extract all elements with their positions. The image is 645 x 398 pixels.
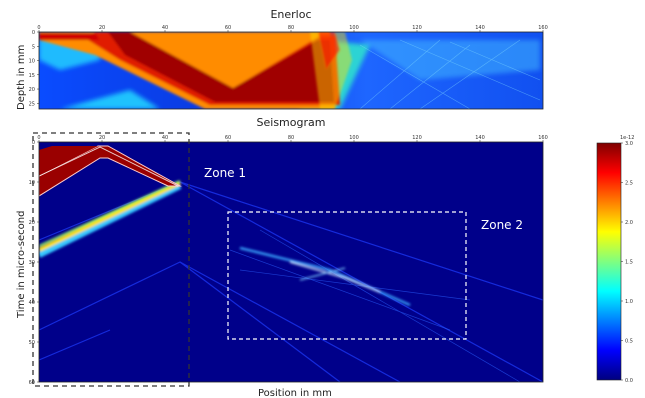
y-tick-label: 0 — [32, 140, 35, 146]
enerloc-x-ticks: 0 20 40 60 80 100 120 140 160 — [37, 25, 548, 32]
colorbar-tick-label: 0.5 — [625, 339, 633, 345]
y-tick-label: 5 — [32, 44, 35, 50]
x-tick-label: 0 — [37, 25, 40, 31]
x-tick-label: 140 — [475, 135, 485, 141]
colorbar — [596, 142, 622, 381]
colorbar-tick-label: 1.5 — [625, 260, 633, 266]
zone-1-box — [32, 132, 190, 387]
x-tick-label: 60 — [225, 25, 231, 31]
zone-2-label: Zone 2 — [481, 218, 523, 232]
y-tick-label: 50 — [29, 340, 35, 346]
seismogram-heatmap — [39, 142, 543, 382]
enerloc-title: Enerloc — [270, 8, 311, 21]
seismogram-title: Seismogram — [257, 116, 326, 129]
enerloc-ylabel: Depth in mm — [16, 45, 27, 110]
enerloc-y-ticks: 0 5 10 15 20 25 — [29, 30, 39, 107]
y-tick-label: 60 — [29, 380, 35, 386]
y-tick-label: 40 — [29, 300, 35, 306]
x-tick-label: 120 — [412, 25, 422, 31]
seismogram-xlabel: Position in mm — [258, 388, 332, 398]
colorbar-tick-label: 3.0 — [625, 141, 633, 147]
colorbar-tick-label: 2.0 — [625, 220, 633, 226]
y-tick-label: 25 — [29, 101, 35, 107]
enerloc-heatmap — [39, 32, 543, 109]
zone-2-box — [227, 211, 467, 340]
colorbar-tick-label: 0.0 — [625, 378, 633, 384]
y-tick-label: 10 — [29, 59, 35, 65]
zone-1-label: Zone 1 — [204, 166, 246, 180]
x-tick-label: 40 — [162, 135, 168, 141]
y-tick-label: 0 — [32, 30, 35, 36]
x-tick-label: 140 — [475, 25, 485, 31]
colorbar-exponent: 1e-12 — [620, 135, 634, 141]
x-tick-label: 60 — [225, 135, 231, 141]
x-tick-label: 80 — [288, 25, 294, 31]
x-tick-label: 160 — [538, 25, 548, 31]
x-tick-label: 80 — [288, 135, 294, 141]
x-tick-label: 0 — [37, 135, 40, 141]
x-tick-label: 100 — [349, 135, 359, 141]
colorbar-tick-label: 1.0 — [625, 299, 633, 305]
y-tick-label: 15 — [29, 73, 35, 79]
x-tick-label: 100 — [349, 25, 359, 31]
y-tick-label: 20 — [29, 220, 35, 226]
seismogram-x-ticks: 0 20 40 60 80 100 120 140 160 — [37, 135, 548, 142]
colorbar-tick-label: 2.5 — [625, 181, 633, 187]
seismogram-y-ticks: 0 10 20 30 40 50 60 — [29, 140, 39, 386]
x-tick-label: 20 — [99, 25, 105, 31]
y-tick-label: 10 — [29, 180, 35, 186]
y-tick-label: 20 — [29, 87, 35, 93]
x-tick-label: 160 — [538, 135, 548, 141]
x-tick-label: 40 — [162, 25, 168, 31]
colorbar-ticks: 0.0 0.5 1.0 1.5 2.0 2.5 3.0 — [621, 141, 633, 384]
y-tick-label: 30 — [29, 260, 35, 266]
x-tick-label: 120 — [412, 135, 422, 141]
x-tick-label: 20 — [99, 135, 105, 141]
seismogram-ylabel: Time in micro-second — [16, 211, 27, 319]
